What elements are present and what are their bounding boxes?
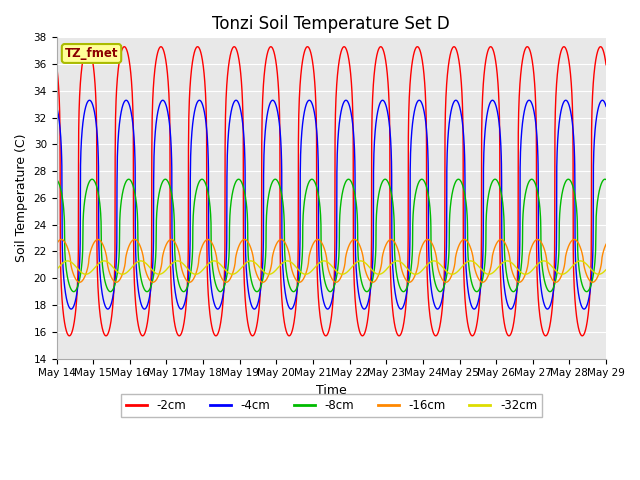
-32cm [64,258,72,264]
-4cm [532,125,540,131]
-2cm [148,125,156,131]
Line: -4cm: -4cm [56,100,606,309]
-8cm [70,289,77,295]
-4cm [602,104,610,109]
-32cm [116,270,124,276]
-8cm [264,201,271,207]
-16cm [116,277,124,283]
-4cm [591,123,599,129]
Text: TZ_fmet: TZ_fmet [65,47,118,60]
-8cm [601,176,609,182]
-8cm [52,177,60,182]
-16cm [532,237,540,243]
-4cm [598,97,606,103]
-8cm [591,251,599,257]
Line: -2cm: -2cm [56,47,606,336]
-32cm [532,263,540,269]
Title: Tonzi Soil Temperature Set D: Tonzi Soil Temperature Set D [212,15,450,33]
Line: -16cm: -16cm [56,240,606,282]
-16cm [287,264,295,270]
Y-axis label: Soil Temperature (C): Soil Temperature (C) [15,134,28,262]
-4cm [264,110,271,116]
-8cm [532,183,540,189]
Legend: -2cm, -4cm, -8cm, -16cm, -32cm: -2cm, -4cm, -8cm, -16cm, -32cm [121,395,541,417]
-2cm [264,50,271,56]
-8cm [287,287,295,293]
-4cm [52,104,60,109]
-2cm [591,59,599,65]
-16cm [264,275,271,281]
-4cm [67,306,75,312]
-4cm [116,121,124,127]
-2cm [116,58,124,64]
-32cm [148,267,156,273]
-2cm [52,62,60,68]
-2cm [596,44,604,49]
X-axis label: Time: Time [316,384,347,397]
-16cm [602,241,610,247]
-2cm [532,126,540,132]
-16cm [592,277,600,283]
-4cm [148,274,156,280]
Line: -8cm: -8cm [56,179,606,292]
-32cm [52,267,60,273]
-8cm [116,246,124,252]
-2cm [287,331,295,336]
-16cm [52,241,60,247]
-16cm [58,237,65,242]
-32cm [602,267,610,273]
-2cm [65,333,73,339]
-32cm [264,271,271,277]
-8cm [602,177,610,182]
-16cm [589,279,596,285]
-2cm [602,62,610,68]
-8cm [148,280,156,286]
-32cm [287,260,295,265]
-16cm [148,279,156,285]
-4cm [287,306,295,312]
-32cm [595,271,603,277]
-32cm [591,270,599,276]
Line: -32cm: -32cm [56,261,606,274]
